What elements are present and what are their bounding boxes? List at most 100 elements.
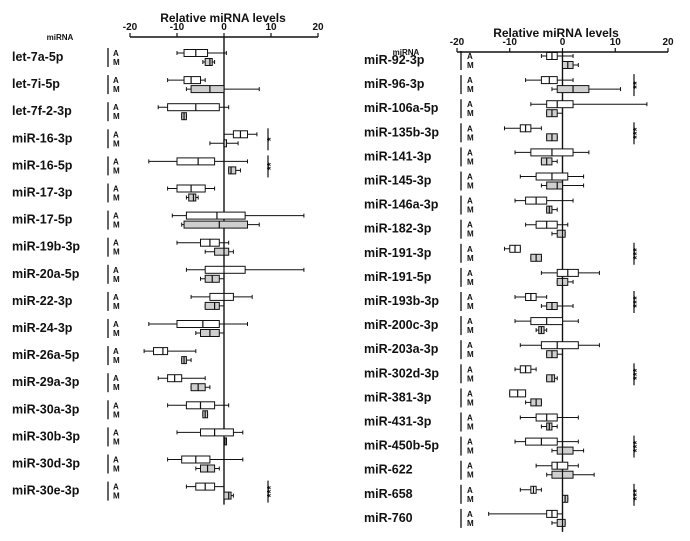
- group-label-m: M: [113, 410, 120, 419]
- group-label-a: A: [467, 438, 473, 447]
- x-axis-title: Relative miRNA levels: [160, 11, 286, 25]
- row-miR-17-3p: miR-17-3p AM: [12, 183, 216, 203]
- box-m: [556, 518, 566, 527]
- mirna-label: miR-26a-5p: [12, 348, 80, 362]
- x-tick-label: -20: [450, 37, 465, 48]
- mirna-label: let-7f-2-3p: [12, 104, 72, 118]
- group-label-m: M: [467, 519, 474, 528]
- row-miR-135b-3p: miR-135b-3p AM: [364, 123, 558, 143]
- mirna-label: miR-622: [364, 463, 413, 477]
- row-miR-302d-3p: miR-302d-3p AM: [364, 364, 558, 384]
- box-m: [546, 181, 563, 190]
- group-label-m: M: [113, 221, 120, 230]
- significance-label: **: [632, 81, 643, 89]
- significance-label: ***: [632, 441, 643, 453]
- group-label-m: M: [467, 471, 474, 480]
- mirna-label: miR-200c-3p: [364, 318, 439, 332]
- mirna-label: miR-760: [364, 511, 413, 525]
- row-miR-19b-3p: miR-19b-3p AM: [12, 237, 234, 257]
- box-a: [183, 76, 202, 85]
- box-a: [153, 347, 169, 356]
- mirna-label: miR-658: [364, 487, 413, 501]
- mirna-label: miR-17-5p: [12, 213, 73, 227]
- significance-label: ***: [632, 127, 643, 139]
- group-label-a: A: [467, 414, 473, 423]
- group-label-m: M: [113, 194, 120, 203]
- row-miR-26a-5p: miR-26a-5p AM: [12, 346, 197, 366]
- row-miR-20a-5p: miR-20a-5p AM: [12, 264, 305, 284]
- box-a: [176, 320, 220, 328]
- group-label-a: A: [467, 462, 473, 471]
- mirna-label: miR-96-3p: [364, 77, 425, 91]
- group-label-a: A: [467, 52, 473, 61]
- row-miR-17-5p: miR-17-5p AM: [12, 210, 305, 230]
- row-miR-96-3p: miR-96-3p AM: [364, 75, 622, 95]
- group-label-m: M: [467, 206, 474, 215]
- group-label-m: M: [467, 423, 474, 432]
- x-tick-label: 0: [560, 37, 566, 48]
- mirna-label: miR-381-3p: [364, 390, 432, 404]
- mirna-label: miR-92-3p: [364, 53, 425, 67]
- group-label-m: M: [113, 58, 120, 67]
- box-a: [540, 341, 579, 350]
- group-label-m: M: [113, 275, 120, 284]
- mirna-label: miR-203a-3p: [364, 342, 439, 356]
- box-m: [556, 446, 574, 455]
- group-label-m: M: [113, 356, 120, 365]
- row-miR-30b-3p: miR-30b-3p AM: [12, 427, 244, 447]
- mirna-label: miR-30a-3p: [12, 402, 80, 416]
- group-label-a: A: [113, 428, 119, 437]
- row-miR-431-3p: miR-431-3p AM: [364, 412, 579, 432]
- group-label-a: A: [467, 317, 473, 326]
- group-label-m: M: [467, 374, 474, 383]
- group-label-a: A: [113, 456, 119, 465]
- group-label-a: A: [113, 212, 119, 221]
- group-label-m: M: [467, 447, 474, 456]
- group-label-m: M: [113, 248, 120, 257]
- row-miR-29a-3p: miR-29a-3p AM: [12, 373, 211, 393]
- x-tick-label: 10: [265, 22, 277, 33]
- significance-label: ***: [632, 248, 643, 260]
- group-label-a: A: [467, 269, 473, 278]
- significance-label: ***: [632, 489, 643, 501]
- row-miR-203a-3p: miR-203a-3p AM: [364, 340, 600, 360]
- group-label-m: M: [113, 329, 120, 338]
- mirna-label: miR-24-3p: [12, 321, 73, 335]
- group-label-m: M: [113, 302, 120, 311]
- x-tick-label: -10: [170, 22, 185, 33]
- group-label-a: A: [467, 100, 473, 109]
- group-label-a: A: [113, 266, 119, 275]
- group-label-a: A: [113, 347, 119, 356]
- group-label-a: A: [113, 293, 119, 302]
- significance-label: ***: [632, 296, 643, 308]
- mirna-label: miR-450b-5p: [364, 439, 439, 453]
- box-m: [214, 247, 230, 256]
- mirna-label: miR-191-5p: [364, 270, 432, 284]
- group-label-m: M: [113, 383, 120, 392]
- mirna-label: miR-30d-3p: [12, 457, 80, 471]
- mirna-label: let-7a-5p: [12, 50, 64, 64]
- group-label-m: M: [467, 350, 474, 359]
- x-tick-label: -20: [123, 22, 138, 33]
- group-label-a: A: [467, 76, 473, 85]
- group-label-m: M: [467, 398, 474, 407]
- group-label-m: M: [467, 302, 474, 311]
- group-label-m: M: [113, 166, 120, 175]
- box-m: [223, 491, 232, 500]
- box-m: [183, 220, 249, 229]
- box-m: [188, 193, 197, 202]
- group-label-a: A: [113, 401, 119, 410]
- group-label-a: A: [113, 76, 119, 85]
- mirna-label: miR-135b-3p: [364, 125, 439, 139]
- row-miR-146a-3p: miR-146a-3p AM: [364, 195, 574, 215]
- group-label-m: M: [467, 61, 474, 70]
- group-label-m: M: [467, 157, 474, 166]
- group-label-a: A: [467, 197, 473, 206]
- mirna-label: miR-182-3p: [364, 222, 432, 236]
- x-tick-label: 10: [610, 37, 622, 48]
- row-miR-145-3p: miR-145-3p AM: [364, 171, 585, 191]
- row-header: miRNA: [393, 48, 420, 57]
- mirna-label: miR-193b-3p: [364, 294, 439, 308]
- group-label-a: A: [467, 365, 473, 374]
- group-label-m: M: [113, 85, 120, 94]
